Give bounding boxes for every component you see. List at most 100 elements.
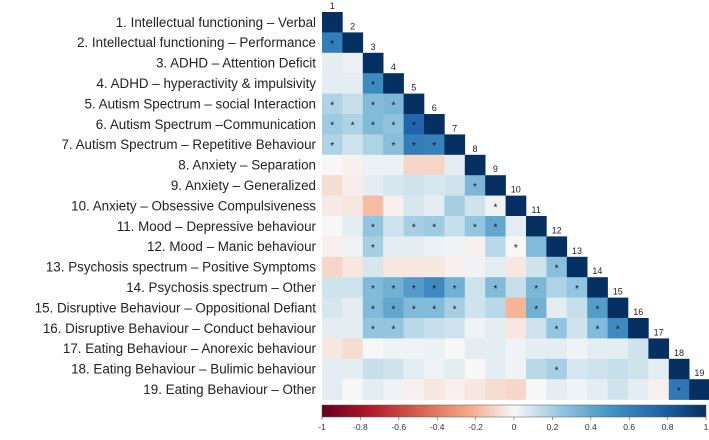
cell-8-4 — [383, 154, 404, 176]
significance-marker: * — [371, 80, 375, 91]
cell-18-4 — [383, 358, 404, 380]
cell-14-1 — [322, 277, 343, 298]
significance-marker: * — [412, 304, 416, 315]
cell-16-1 — [322, 318, 343, 339]
cell-17-2 — [342, 338, 364, 360]
cell-7-3 — [362, 134, 384, 156]
significance-marker: * — [432, 223, 436, 234]
cell-10-8 — [464, 195, 486, 217]
cell-9-2 — [342, 175, 364, 196]
cell-4-2 — [342, 73, 364, 94]
cell-14-9 — [485, 277, 506, 298]
colorbar-tick-label: -0.4 — [430, 422, 445, 432]
cell-4-3 — [362, 73, 384, 94]
significance-marker: * — [391, 304, 395, 315]
row-label-11: 11. Mood – Depressive behaviour — [117, 219, 317, 234]
cell-9-9 — [485, 175, 506, 196]
row-label-12: 12. Mood – Manic behaviour — [147, 239, 317, 254]
row-label-6: 6. Autism Spectrum –Communication — [96, 117, 316, 132]
cell-16-15 — [607, 318, 629, 339]
row-label-14: 14. Psychosis spectrum – Other — [126, 280, 316, 295]
significance-marker: * — [391, 325, 395, 336]
colorbar-tick-label: 0.8 — [662, 422, 674, 432]
row-label-1: 1. Intellectual functioning – Verbal — [116, 15, 316, 30]
cell-16-2 — [342, 318, 364, 339]
column-label-9: 9 — [493, 164, 498, 174]
cell-18-16 — [628, 358, 649, 380]
significance-marker: * — [412, 121, 416, 132]
significance-marker: * — [371, 223, 375, 234]
cell-16-5 — [403, 318, 425, 339]
row-label-17: 17. Eating Behaviour – Anorexic behaviou… — [63, 341, 317, 356]
cell-3-2 — [342, 52, 364, 74]
cell-9-1 — [322, 175, 343, 196]
cell-17-13 — [566, 338, 588, 360]
column-label-16: 16 — [633, 307, 643, 317]
colorbar-tick-label: 0 — [512, 422, 517, 432]
significance-marker: * — [371, 284, 375, 295]
cell-19-3 — [362, 379, 384, 400]
cell-5-3 — [362, 93, 384, 115]
cell-6-4 — [383, 114, 404, 135]
cell-12-12 — [546, 236, 568, 258]
cell-18-9 — [485, 358, 506, 380]
cell-15-10 — [505, 297, 527, 319]
cell-13-7 — [444, 256, 466, 278]
cell-17-5 — [403, 338, 425, 360]
cell-7-1 — [322, 134, 343, 156]
cell-17-17 — [648, 338, 670, 360]
cell-13-4 — [383, 256, 404, 278]
cell-11-11 — [526, 216, 547, 237]
cell-18-8 — [464, 358, 486, 380]
cell-17-4 — [383, 338, 404, 360]
significance-marker: * — [412, 284, 416, 295]
significance-marker: * — [575, 284, 579, 295]
cell-16-12 — [546, 318, 568, 339]
colorbar: -1 -0.8 -0.6 -0.4 -0.2 0 0.2 0.4 0.6 0.8 1 — [318, 404, 709, 432]
cell-16-9 — [485, 318, 506, 339]
significance-marker: * — [432, 284, 436, 295]
cell-10-3 — [362, 195, 384, 217]
cell-16-13 — [566, 318, 588, 339]
cell-14-8 — [464, 277, 486, 298]
row-label-4: 4. ADHD – hyperactivity & impulsivity — [96, 76, 316, 91]
cell-18-2 — [342, 358, 364, 380]
cell-3-3 — [362, 52, 384, 74]
cell-15-3 — [362, 297, 384, 319]
cell-15-9 — [485, 297, 506, 319]
significance-marker: * — [432, 141, 436, 152]
cell-4-1 — [322, 73, 343, 94]
column-label-11: 11 — [532, 205, 541, 215]
cell-19-1 — [322, 379, 343, 400]
cell-10-9 — [485, 195, 506, 217]
significance-marker: * — [493, 202, 497, 213]
cell-14-2 — [342, 277, 364, 298]
cell-19-4 — [383, 379, 404, 400]
row-label-3: 3. ADHD – Attention Deficit — [156, 56, 316, 71]
cell-17-10 — [505, 338, 527, 360]
significance-marker: * — [391, 141, 395, 152]
cell-14-3 — [362, 277, 384, 298]
cell-11-3 — [362, 216, 384, 237]
significance-marker: * — [412, 141, 416, 152]
cell-15-7 — [444, 297, 466, 319]
cell-17-11 — [526, 338, 547, 360]
cell-6-3 — [362, 114, 384, 135]
cell-18-13 — [566, 358, 588, 380]
column-label-17: 17 — [654, 327, 664, 337]
significance-marker: * — [534, 284, 538, 295]
cell-10-7 — [444, 195, 466, 217]
cell-5-4 — [383, 93, 404, 115]
significance-marker: * — [330, 39, 334, 50]
cell-17-8 — [464, 338, 486, 360]
row-label-13: 13. Psychosis spectrum – Positive Sympto… — [46, 260, 316, 275]
cell-18-10 — [505, 358, 527, 380]
cell-18-3 — [362, 358, 384, 380]
significance-marker: * — [514, 243, 518, 254]
colorbar-gradient — [321, 404, 707, 418]
cell-18-6 — [424, 358, 445, 380]
significance-marker: * — [555, 264, 559, 275]
significance-marker: * — [412, 223, 416, 234]
cell-11-4 — [383, 216, 404, 237]
row-label-7: 7. Autism Spectrum – Repetitive Behaviou… — [61, 137, 316, 152]
